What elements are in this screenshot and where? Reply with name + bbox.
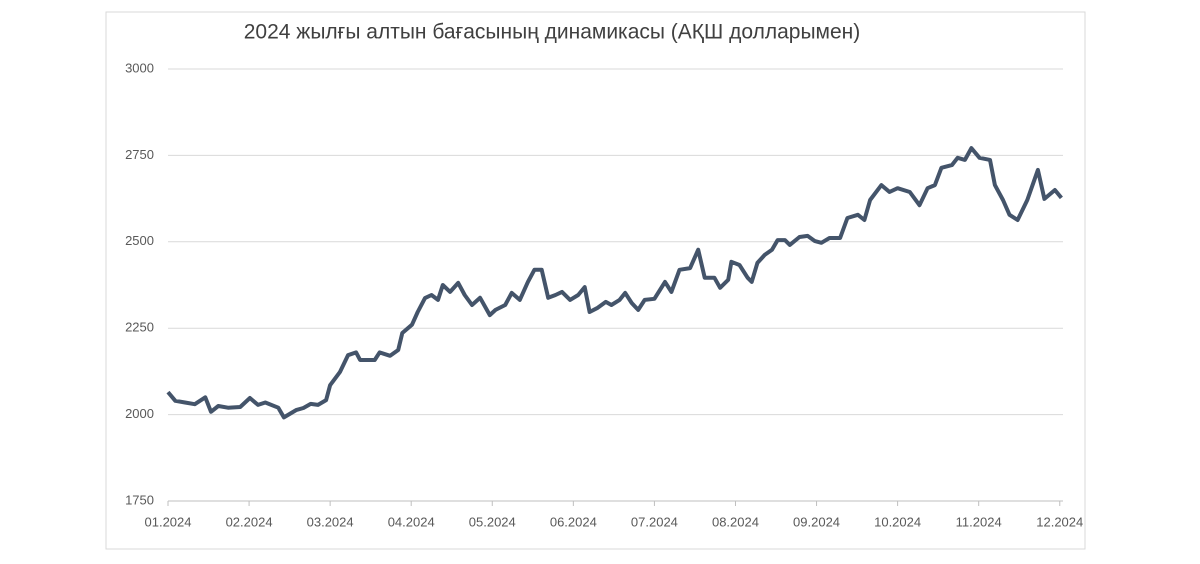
x-tick-label: 05.2024: [469, 514, 516, 529]
y-tick-label: 2500: [125, 233, 154, 248]
x-tick-label: 04.2024: [388, 514, 435, 529]
chart-title: 2024 жылғы алтын бағасының динамикасы (А…: [244, 21, 861, 44]
x-tick-label: 02.2024: [226, 514, 273, 529]
line-series: [166, 146, 1063, 420]
x-tick-label: 09.2024: [793, 514, 840, 529]
x-tick-label: 11.2024: [956, 514, 1002, 529]
x-tick-label: 07.2024: [631, 514, 678, 529]
x-tick-label: 10.2024: [874, 514, 921, 529]
x-tick-label: 03.2024: [307, 514, 354, 529]
y-tick-label: 1750: [125, 492, 154, 507]
y-tick-label: 2750: [125, 147, 154, 162]
y-tick-label: 3000: [125, 60, 154, 75]
y-tick-label: 2250: [125, 320, 154, 335]
chart-frame: [105, 11, 1086, 550]
x-tick-label: 01.2024: [145, 514, 192, 529]
y-tick-label: 2000: [125, 406, 154, 421]
x-tick-label: 12.2024: [1036, 514, 1083, 529]
x-tick-label: 06.2024: [550, 514, 597, 529]
x-tick-label: 08.2024: [712, 514, 759, 529]
